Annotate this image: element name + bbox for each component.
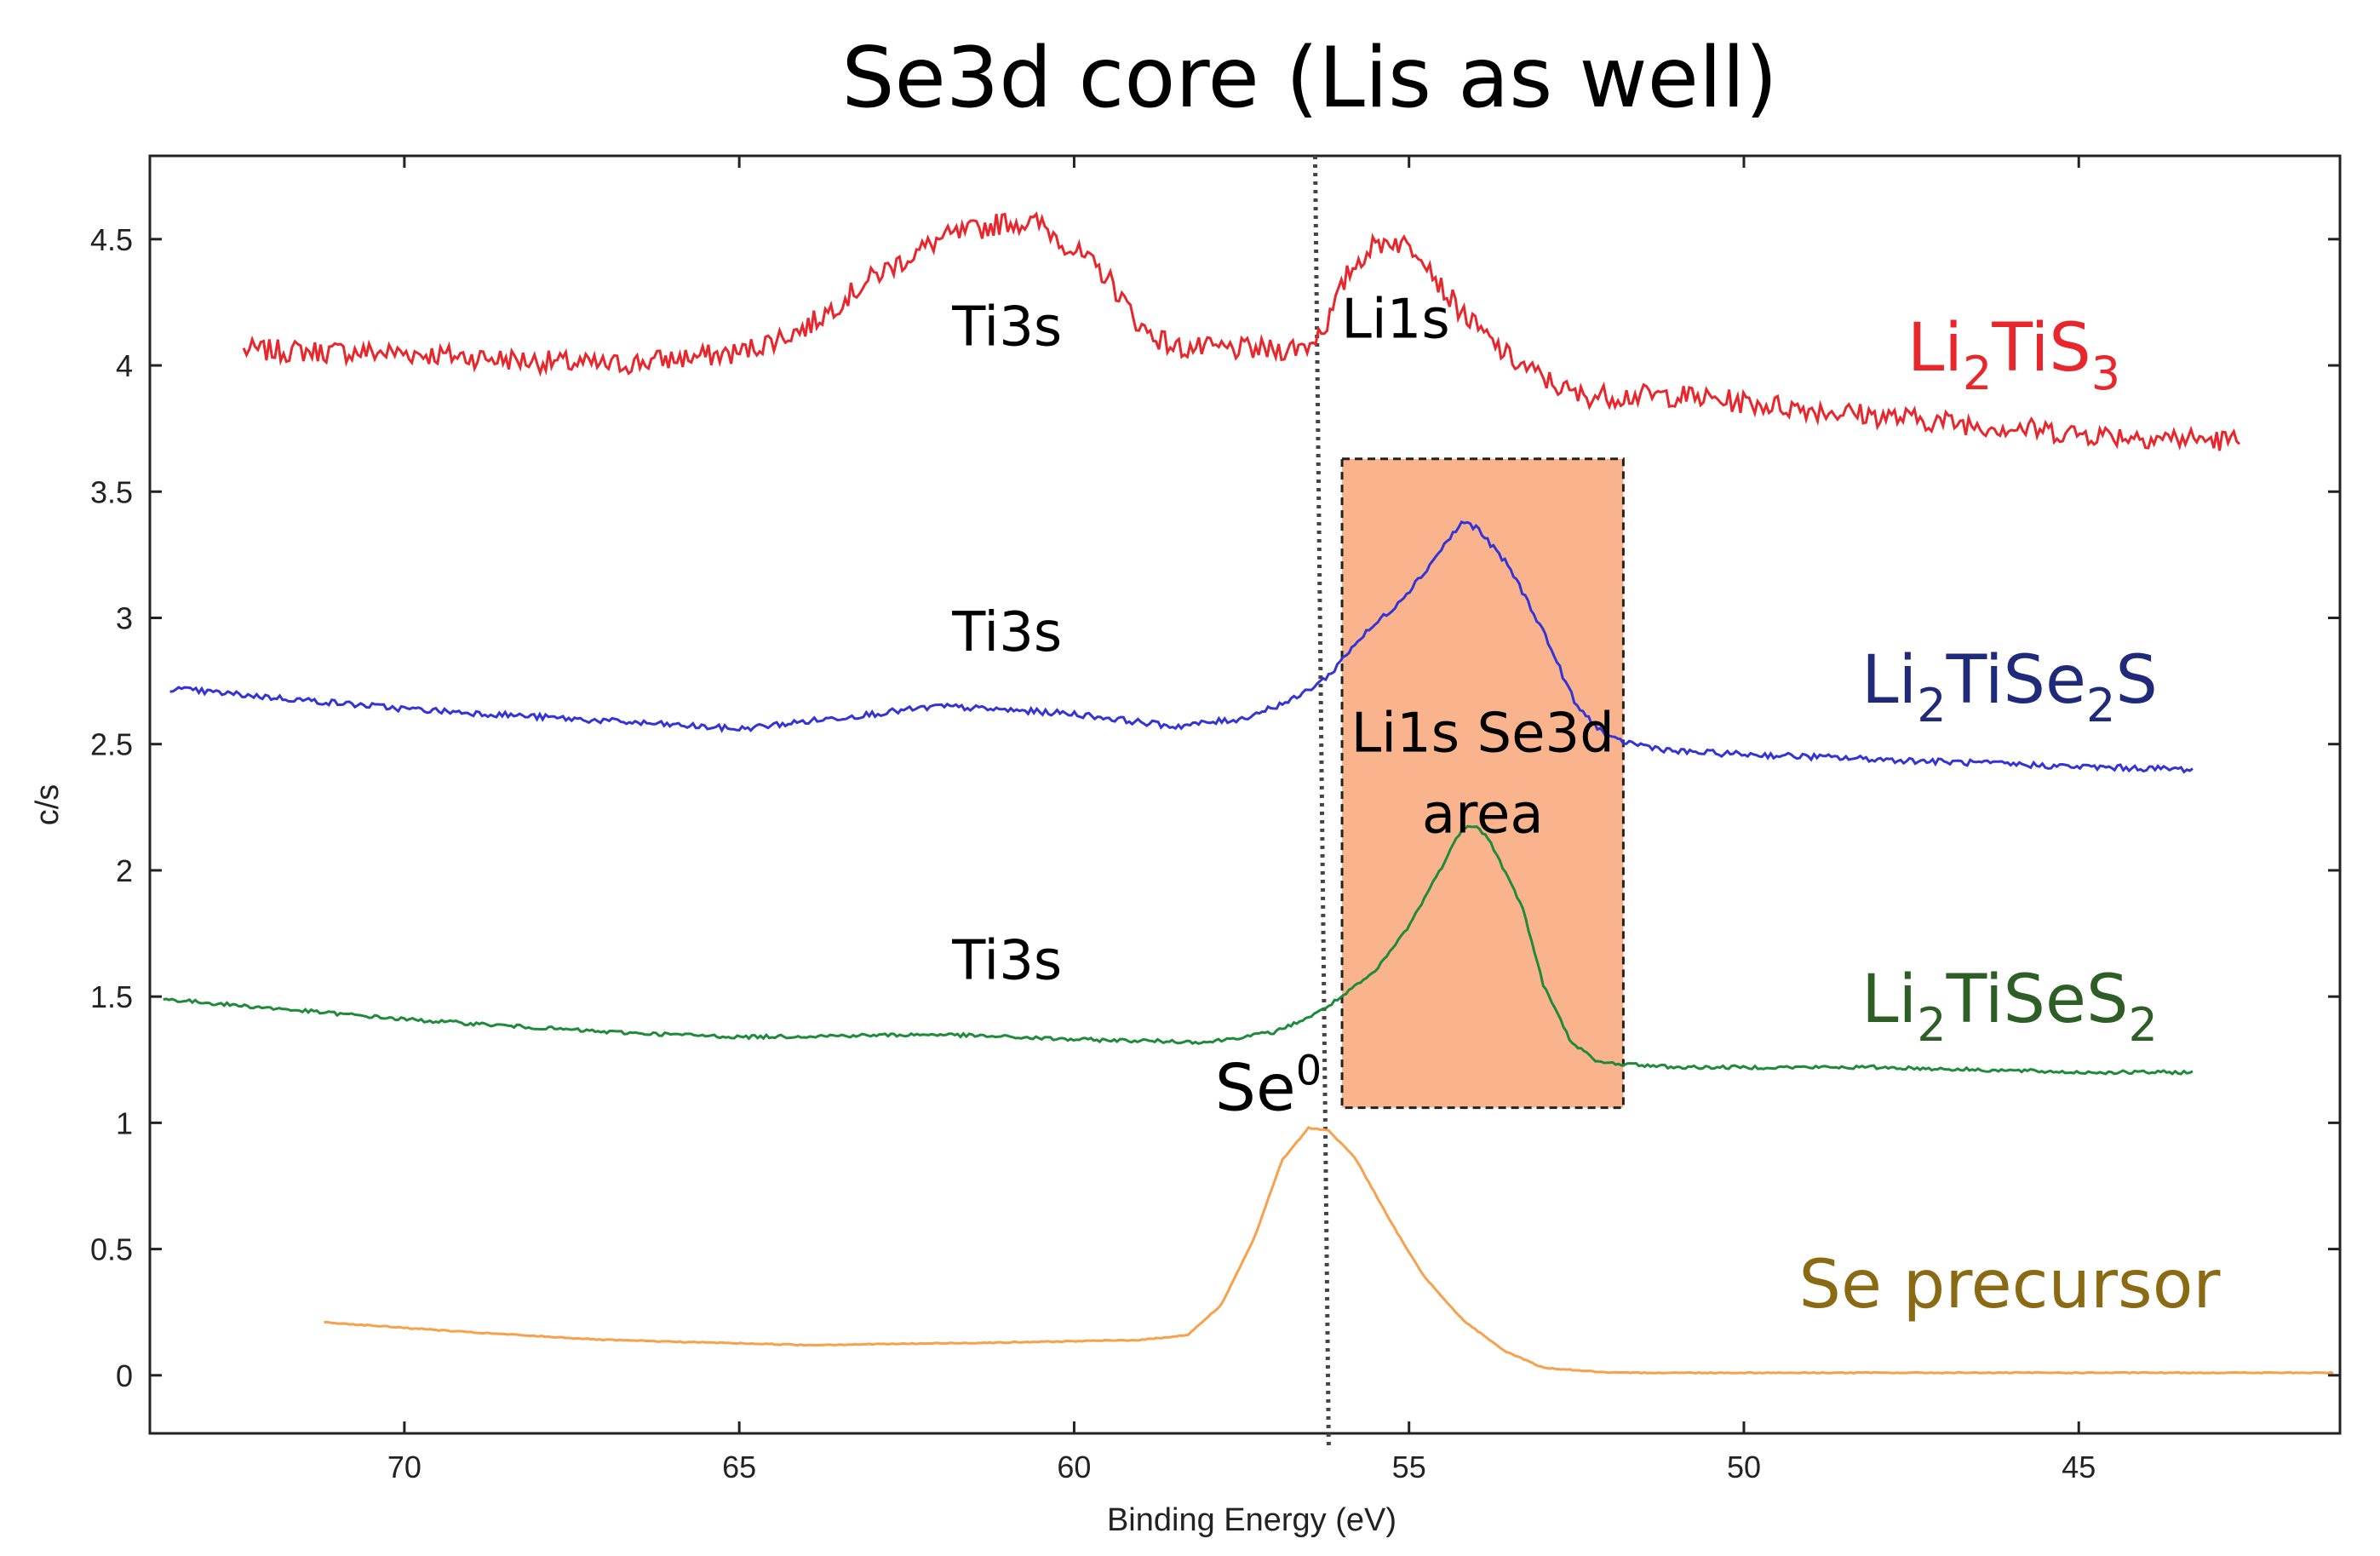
legend-labels: Li2TiS3 Li2TiSe2S Li2TiSeS2 Se precursor (1799, 310, 2222, 1323)
annotation-label: Ti3s (951, 601, 1062, 664)
x-tick-label: 55 (1392, 1450, 1426, 1484)
annotation-label: Ti3s (951, 929, 1062, 992)
y-tick-label: 4 (116, 348, 133, 383)
x-axis: 70 65 60 55 50 45 (387, 156, 2096, 1484)
x-axis-label: Binding Energy (eV) (1107, 1502, 1396, 1538)
y-axis: 0 0.5 1 1.5 2 2.5 3 3.5 4 4.5 (90, 222, 2340, 1393)
y-tick-label: 3 (116, 600, 133, 635)
y-tick-label: 1 (116, 1105, 133, 1140)
series-line-li2tise2s (169, 520, 2194, 774)
chart-title: Se3d core (Lis as well) (841, 30, 1777, 127)
reference-line (1312, 155, 1331, 1451)
y-tick-label: 2 (116, 853, 133, 888)
series-label: Li2TiSe2S (1861, 642, 2158, 732)
highlight-label-line1: Li1s Se3d (1351, 703, 1614, 766)
y-tick-label: 4.5 (90, 222, 133, 257)
annotations: Ti3s Li1s Ti3s Ti3s Se0 Li1s Se3d area (951, 288, 1614, 1125)
y-tick-label: 3.5 (90, 474, 133, 509)
y-axis-label: c/s (30, 784, 66, 826)
x-tick-label: 50 (1727, 1450, 1761, 1484)
highlight-label-line2: area (1422, 783, 1544, 846)
x-tick-label: 60 (1057, 1450, 1091, 1484)
y-tick-label: 0.5 (90, 1232, 133, 1267)
x-tick-label: 65 (722, 1450, 756, 1484)
plot-area (148, 154, 2342, 1451)
series-line-li2tis3 (242, 211, 2241, 451)
series-label: Se precursor (1799, 1247, 2222, 1323)
series-line-se_precursor (324, 1125, 2334, 1375)
highlight-region (1340, 457, 1625, 1110)
x-tick-label: 70 (387, 1450, 422, 1484)
annotation-label: Ti3s (951, 296, 1062, 359)
y-tick-label: 2.5 (90, 727, 133, 762)
y-tick-label: 1.5 (90, 979, 133, 1014)
plot-frame (148, 154, 2342, 1435)
annotation-label: Se0 (1215, 1048, 1322, 1126)
series-line-li2tises2 (163, 824, 2194, 1076)
x-tick-label: 45 (2062, 1450, 2096, 1484)
y-tick-label: 0 (116, 1358, 133, 1393)
annotation-label: Li1s (1341, 288, 1450, 351)
series-label: Li2TiSeS2 (1861, 962, 2158, 1052)
series-label: Li2TiS3 (1907, 310, 2120, 400)
